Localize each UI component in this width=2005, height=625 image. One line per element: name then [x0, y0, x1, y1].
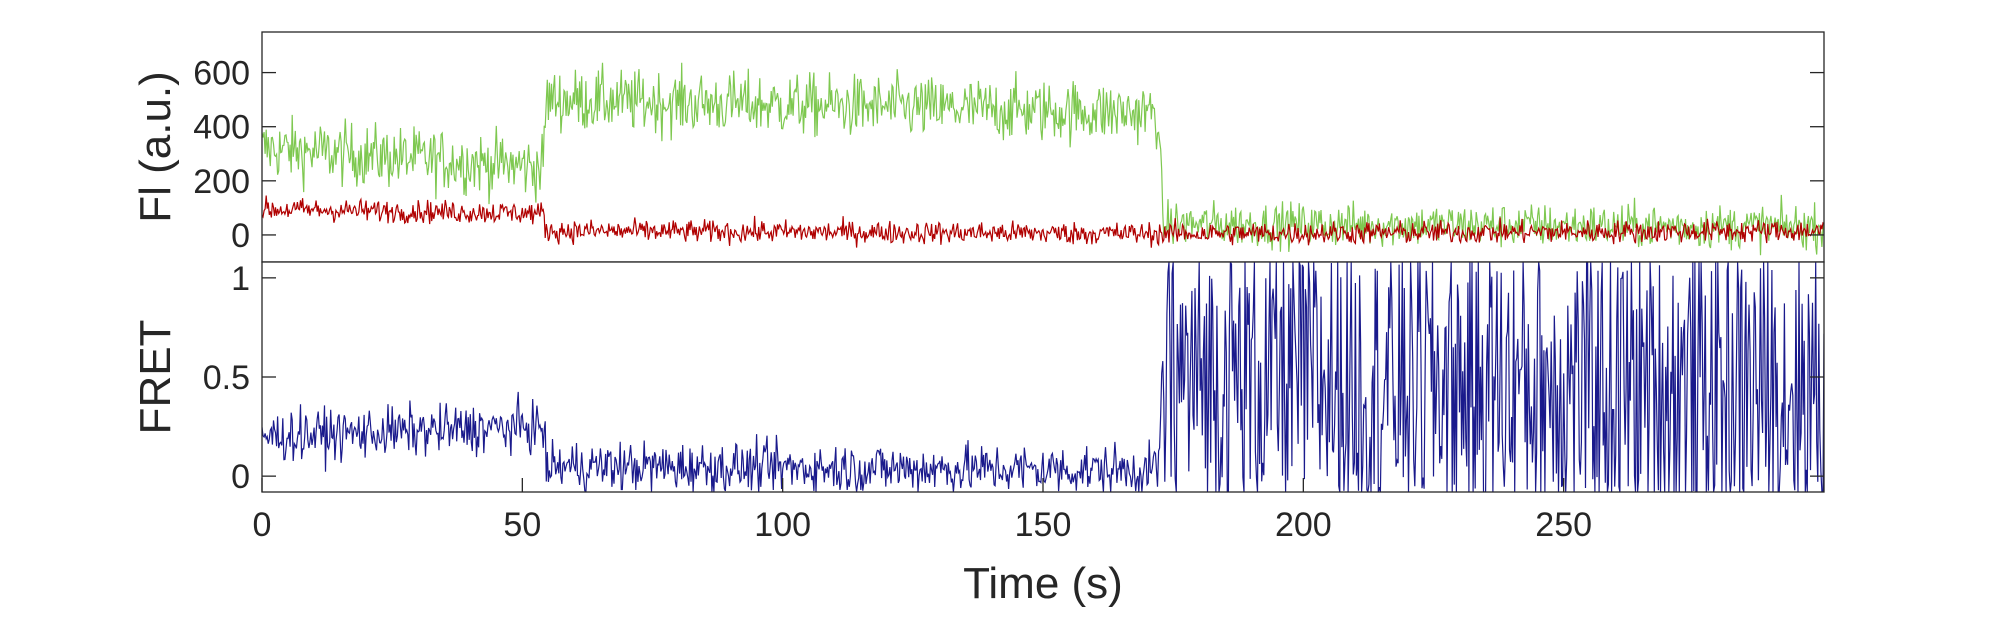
- y-tick-label: 600: [193, 55, 250, 93]
- time-x-ticks: 0 50 100 150 200 250: [253, 478, 1592, 544]
- y-tick-label: 200: [193, 163, 250, 201]
- fret-panel: 00.51 0 50 100 150 200 250 FRET Time (s): [131, 260, 1825, 608]
- fret-y-ticks: 00.51: [203, 260, 1824, 496]
- x-tick-label: 250: [1535, 506, 1592, 544]
- fluorescence-y-axis-label: Fl (a.u.): [131, 71, 180, 223]
- fluorescence-series-group: [262, 62, 1824, 256]
- series-line-1-0: [262, 262, 1824, 492]
- x-tick-label: 100: [754, 506, 811, 544]
- fluorescence-plot-background: [262, 32, 1824, 262]
- fluorescence-y-ticks: 0 200 400 600: [193, 55, 1824, 255]
- fret-series-group: [262, 262, 1824, 492]
- x-tick-label: 50: [503, 506, 541, 544]
- x-tick-label: 150: [1015, 506, 1072, 544]
- y-tick-label: 0: [231, 217, 250, 255]
- y-tick-label: 0.5: [203, 359, 250, 397]
- y-tick-label: 0: [231, 458, 250, 496]
- series-line-0-1: [262, 195, 1824, 248]
- x-tick-label: 0: [253, 506, 272, 544]
- y-tick-label: 1: [231, 260, 250, 298]
- time-x-axis-label: Time (s): [963, 559, 1123, 608]
- series-line-0-0: [262, 62, 1824, 256]
- fret-y-axis-label: FRET: [131, 320, 180, 435]
- y-tick-label: 400: [193, 109, 250, 147]
- fluorescence-panel: 0 200 400 600 Fl (a.u.): [131, 31, 1825, 263]
- x-tick-label: 200: [1275, 506, 1332, 544]
